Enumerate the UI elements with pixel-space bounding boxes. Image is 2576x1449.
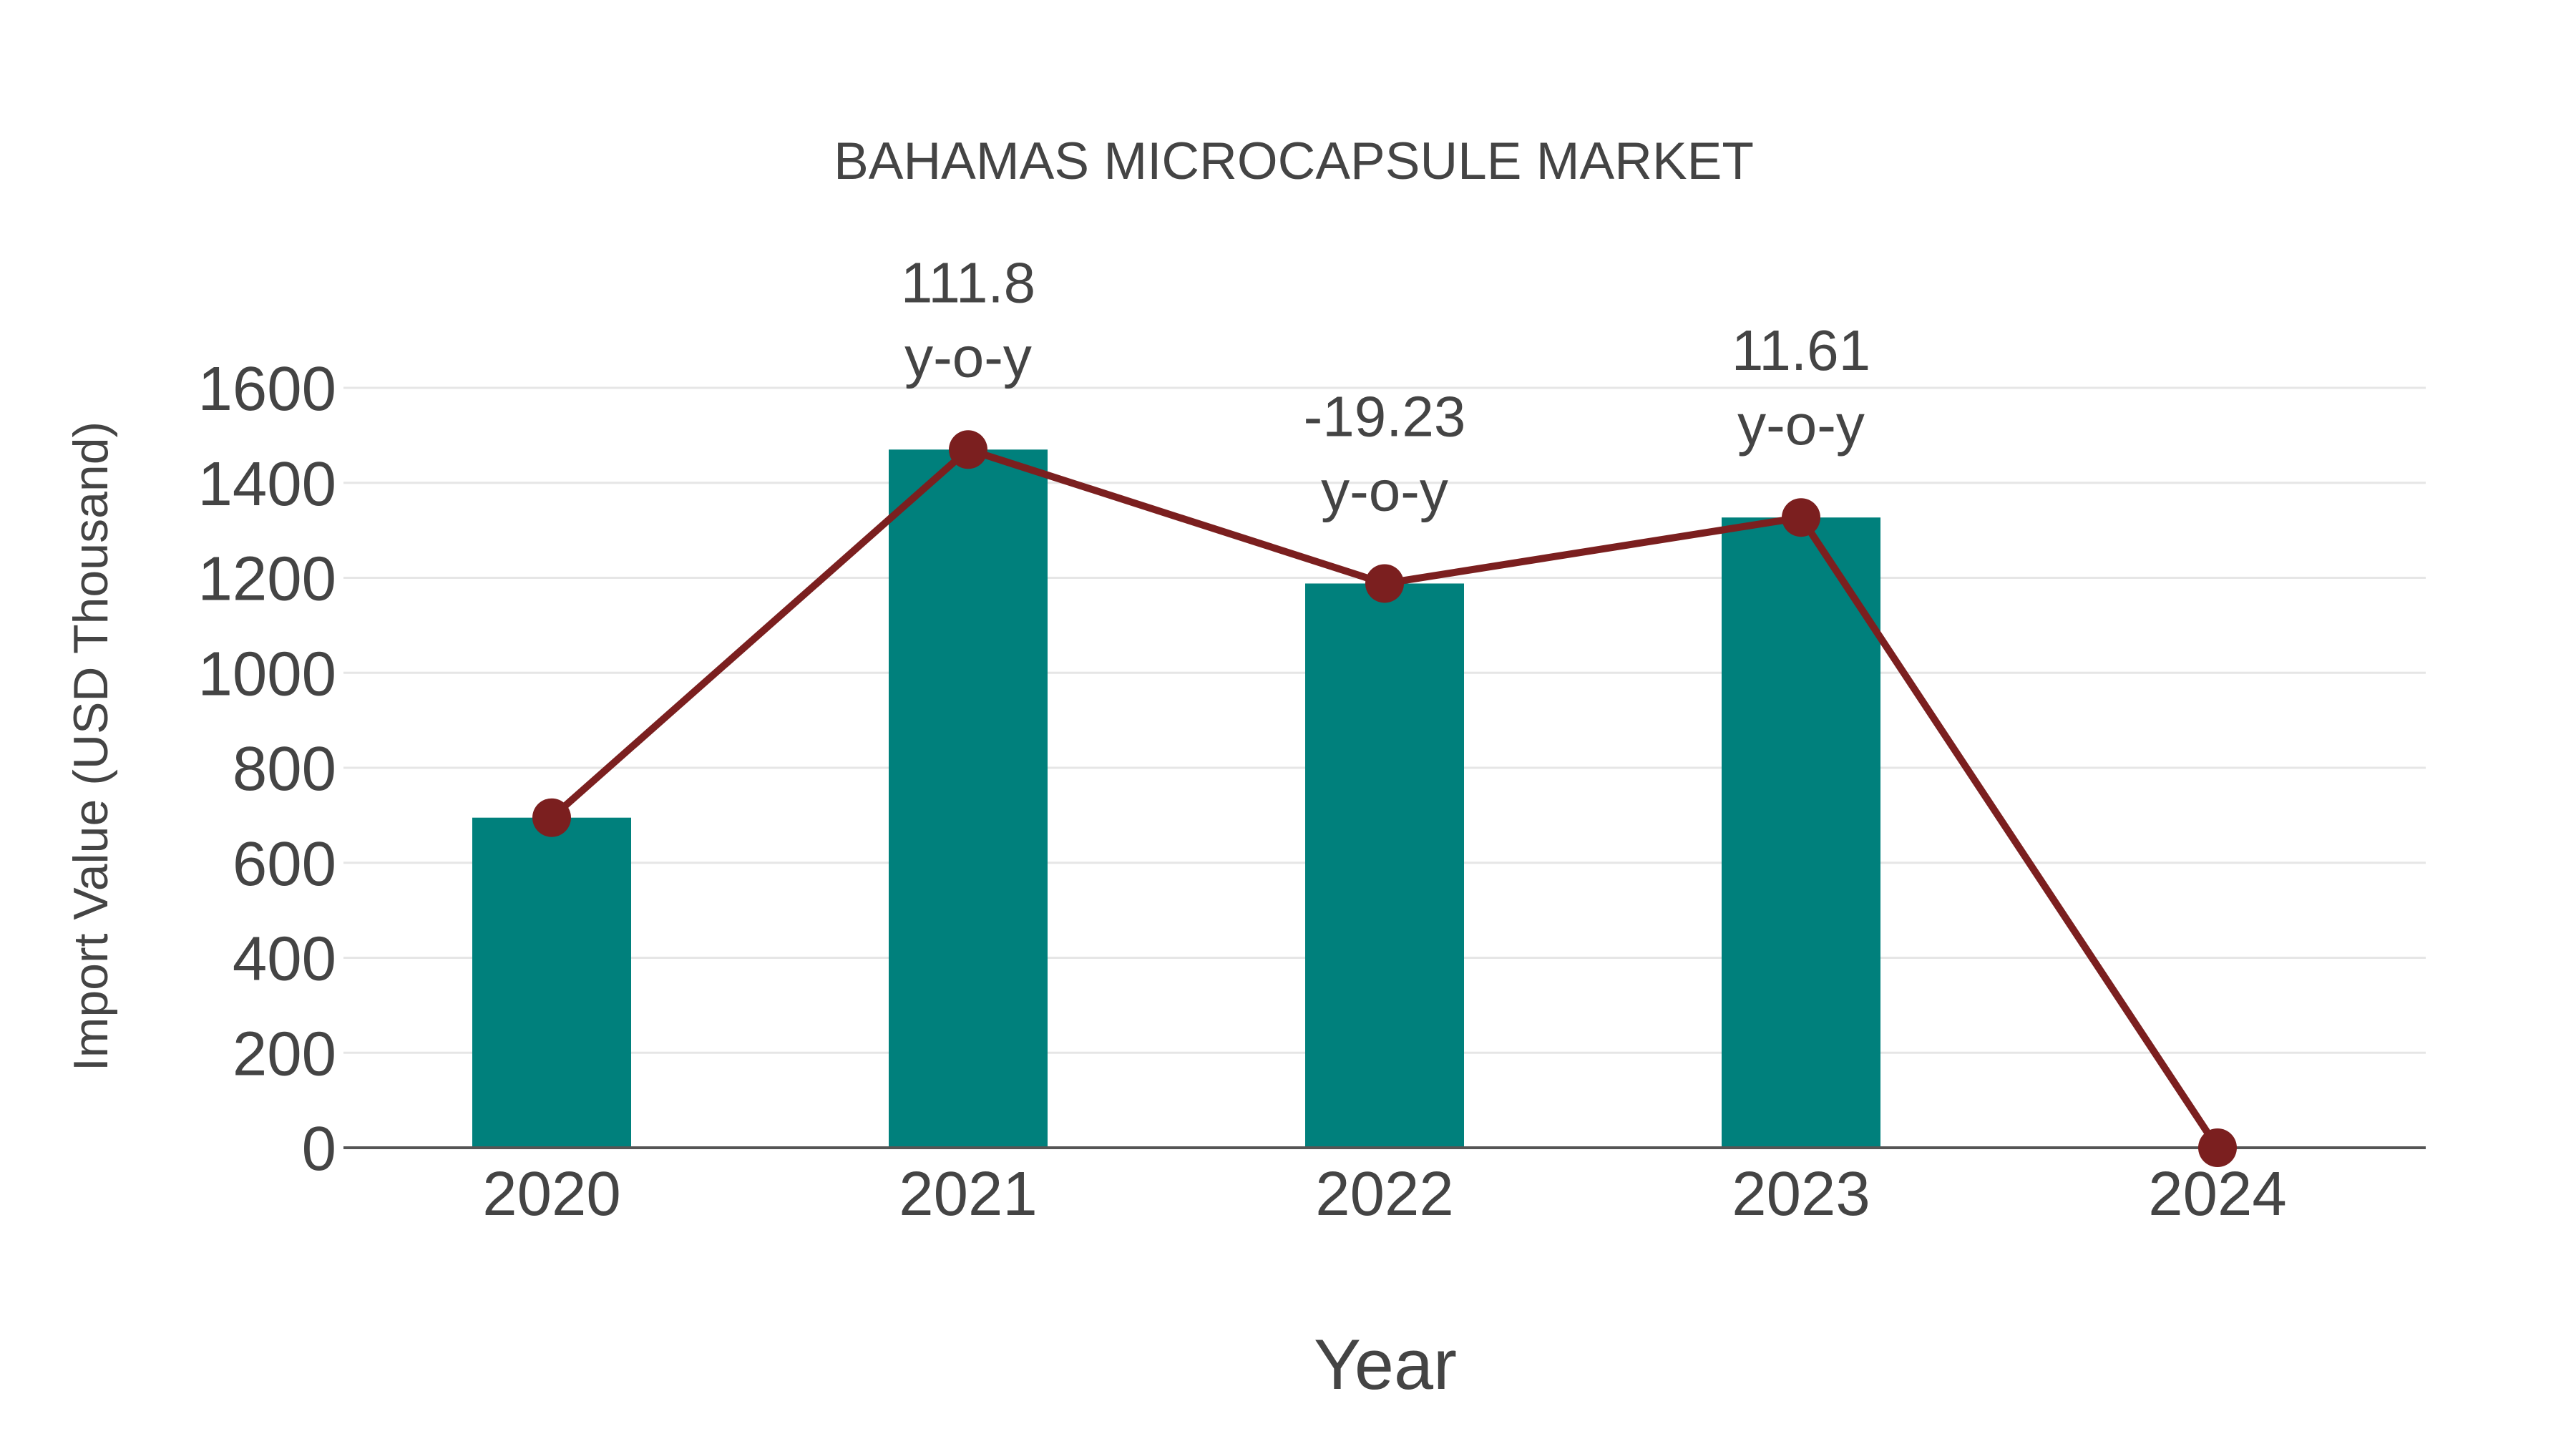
y-tick-label: 1600 bbox=[197, 354, 336, 424]
bar-2022 bbox=[1305, 583, 1464, 1148]
trend-marker-2022 bbox=[1365, 564, 1404, 603]
bar-2020 bbox=[472, 817, 631, 1148]
trend-marker-2021 bbox=[949, 430, 987, 469]
y-tick-label: 1000 bbox=[197, 639, 336, 708]
y-tick-label: 200 bbox=[233, 1019, 336, 1088]
y-tick-label: 1400 bbox=[197, 449, 336, 519]
y-tick-label: 400 bbox=[233, 924, 336, 994]
trend-line-series bbox=[532, 430, 2237, 1167]
x-axis-ticks: 2020 2021 2022 2023 2024 bbox=[482, 1159, 2287, 1229]
y-tick-label: 1200 bbox=[197, 545, 336, 614]
yoy-value-2022: -19.23 bbox=[1304, 384, 1466, 448]
yoy-annotations: 111.8 y-o-y -19.23 y-o-y 11.61 y-o-y bbox=[901, 250, 1870, 522]
y-axis-ticks: 0 200 400 600 800 1000 1200 1400 1600 bbox=[197, 354, 336, 1184]
yoy-value-2023: 11.61 bbox=[1732, 318, 1870, 382]
yoy-value-2021: 111.8 bbox=[901, 250, 1035, 314]
yoy-suffix-2021: y-o-y bbox=[904, 325, 1032, 389]
x-tick-label: 2020 bbox=[482, 1159, 621, 1229]
y-tick-label: 800 bbox=[233, 734, 336, 804]
x-tick-label: 2021 bbox=[899, 1159, 1038, 1229]
y-tick-label: 0 bbox=[302, 1114, 336, 1184]
trend-marker-2023 bbox=[1782, 498, 1820, 537]
x-tick-label: 2022 bbox=[1315, 1159, 1454, 1229]
trend-marker-2024 bbox=[2198, 1128, 2237, 1167]
chart-title: BAHAMAS MICROCAPSULE MARKET bbox=[834, 132, 1754, 190]
bar-2023 bbox=[1722, 517, 1880, 1148]
trend-marker-2020 bbox=[532, 798, 571, 837]
x-tick-label: 2023 bbox=[1732, 1159, 1870, 1229]
bar-series bbox=[472, 449, 1880, 1148]
x-axis-title: Year bbox=[1314, 1324, 1457, 1404]
bar-2021 bbox=[889, 449, 1048, 1148]
y-tick-label: 600 bbox=[233, 829, 336, 899]
x-tick-label: 2024 bbox=[2148, 1159, 2287, 1229]
yoy-suffix-2022: y-o-y bbox=[1321, 459, 1448, 522]
yoy-suffix-2023: y-o-y bbox=[1737, 393, 1865, 457]
y-axis-title: Import Value (USD Thousand) bbox=[64, 421, 118, 1071]
